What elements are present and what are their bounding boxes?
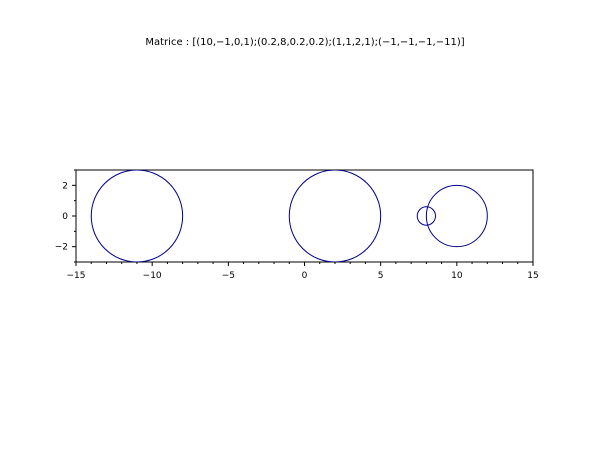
x-tick-label: −5 — [222, 271, 235, 281]
gershgorin-circle-4 — [90, 170, 184, 262]
x-tick-label: 0 — [302, 271, 308, 281]
x-tick-label: −15 — [67, 271, 86, 281]
x-tick-label: 15 — [527, 271, 538, 281]
ticks-layer: −15 −10 −5 0 5 10 15 −2 0 2 — [55, 169, 539, 281]
gershgorin-circle-3 — [288, 170, 382, 262]
chart-title: Matrice : [(10,−1,0,1);(0.2,8,0.2,0.2);(… — [145, 37, 464, 48]
gershgorin-circle-2 — [416, 206, 437, 226]
x-tick-label: 10 — [451, 271, 463, 281]
gershgorin-circle-1 — [425, 184, 488, 248]
x-tick-label: −10 — [143, 271, 162, 281]
y-tick-label: 2 — [62, 181, 68, 191]
circles-layer — [90, 170, 488, 262]
y-tick-label: 0 — [62, 212, 68, 222]
x-tick-label: 5 — [378, 271, 384, 281]
y-tick-label: −2 — [55, 243, 68, 253]
plot-frame — [75, 169, 534, 263]
